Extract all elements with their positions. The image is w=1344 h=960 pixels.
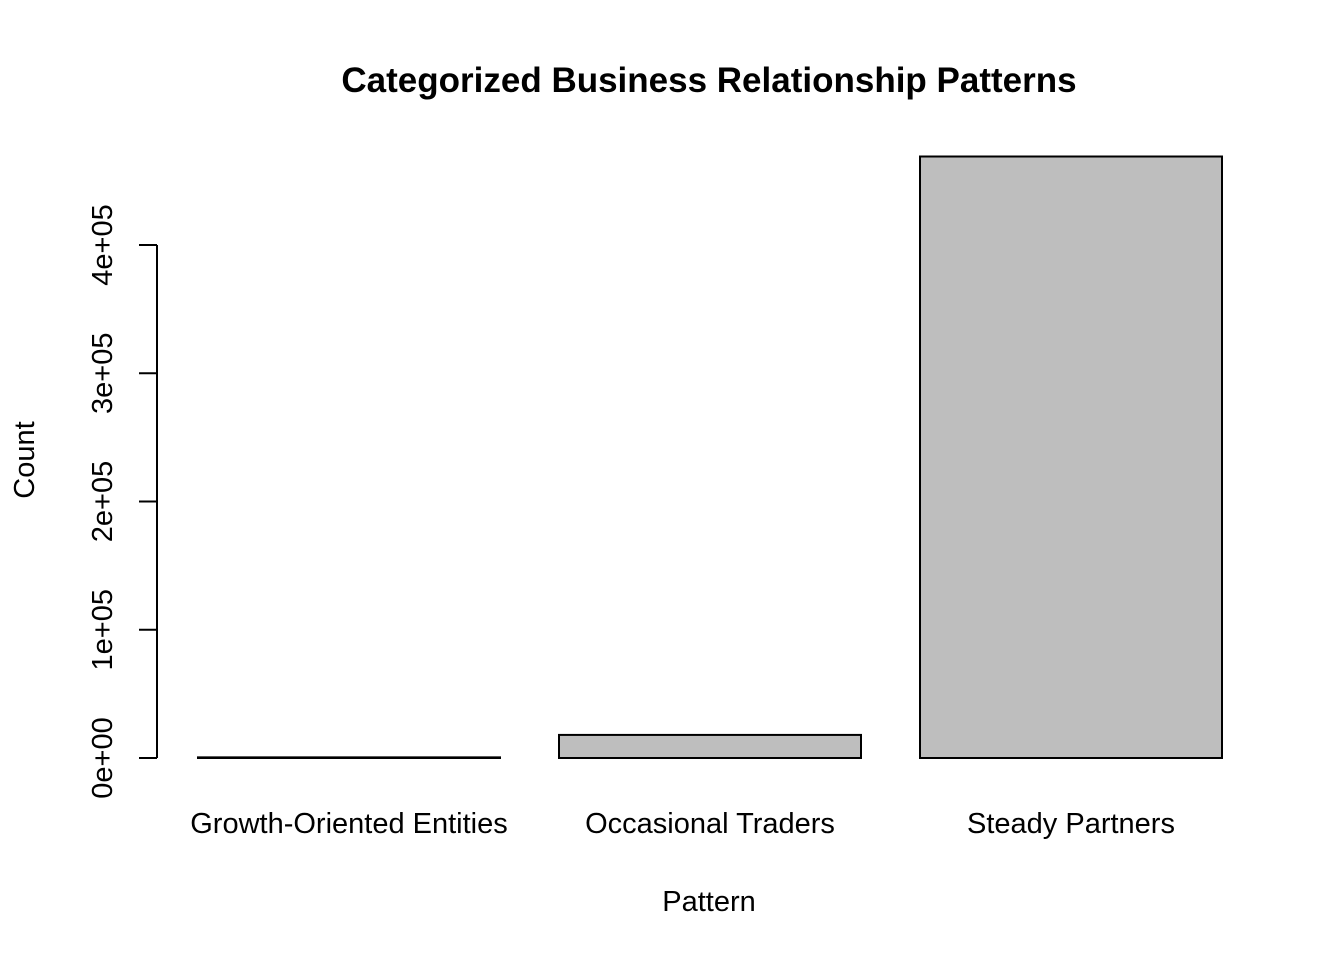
y-tick-label: 4e+05 — [87, 204, 119, 285]
y-tick-label: 0e+00 — [87, 717, 119, 798]
bar-growth-oriented-entities — [197, 756, 501, 760]
bar-occasional-traders — [558, 733, 862, 759]
x-category-labels: Growth-Oriented Entities Occasional Trade… — [190, 808, 1175, 840]
category-label: Occasional Traders — [585, 808, 835, 840]
y-tick-label: 2e+05 — [87, 461, 119, 542]
bar-steady-partners — [919, 155, 1223, 759]
bars-group — [197, 155, 1223, 760]
y-tick-label: 1e+05 — [87, 589, 119, 670]
y-axis-label: Count — [9, 421, 41, 498]
chart-title: Categorized Business Relationship Patter… — [341, 61, 1076, 100]
category-label: Steady Partners — [967, 808, 1175, 840]
y-tick-label: 3e+05 — [87, 333, 119, 414]
x-axis-label: Pattern — [662, 886, 756, 918]
y-axis: 0e+00 1e+05 2e+05 3e+05 4e+05 — [87, 204, 158, 799]
category-label: Growth-Oriented Entities — [190, 808, 508, 840]
